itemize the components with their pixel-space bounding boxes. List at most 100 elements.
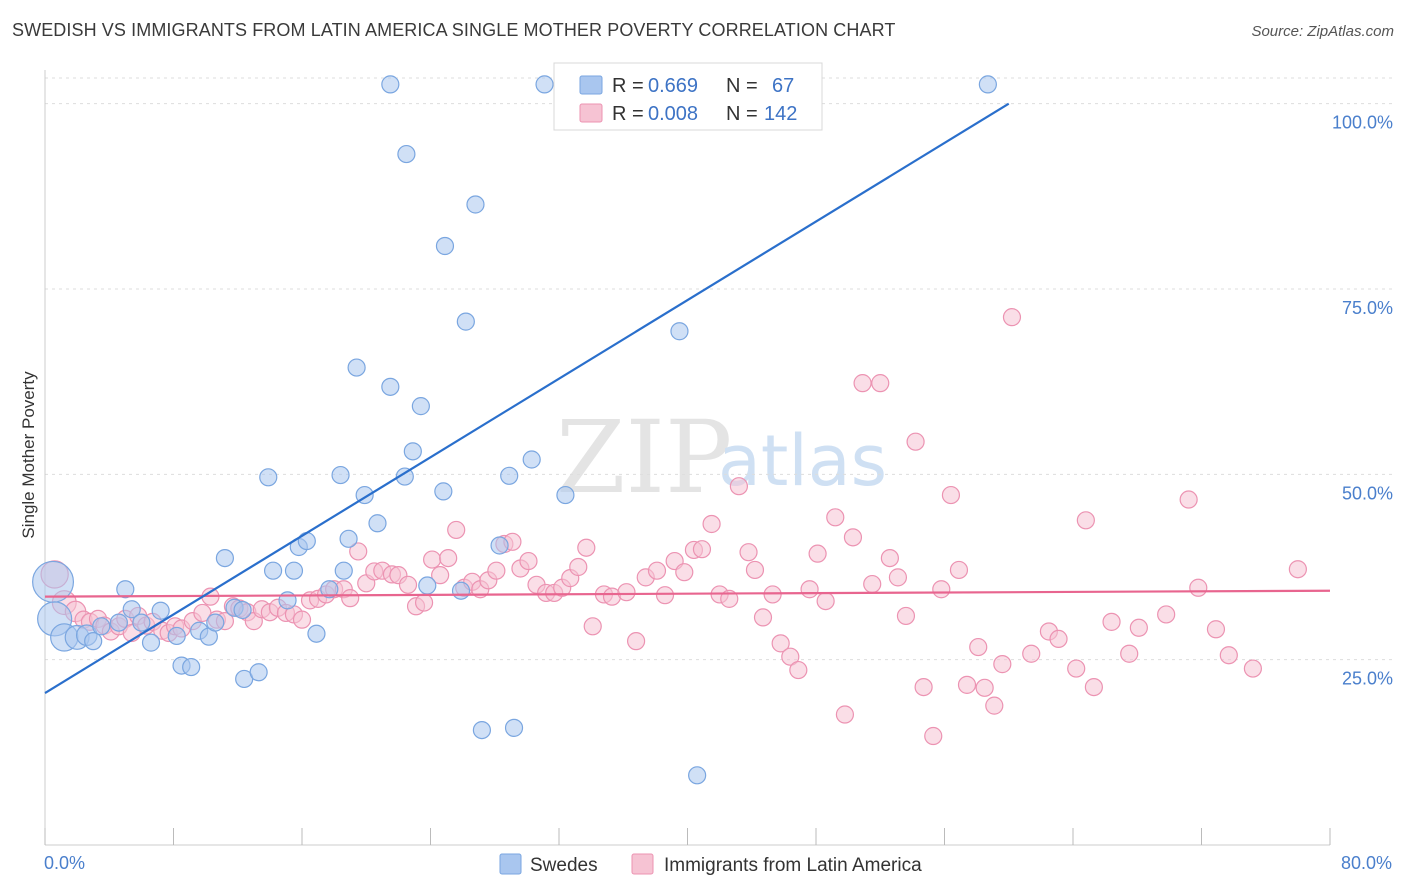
point-immigrants-89 xyxy=(781,647,800,666)
legend: R = 0.669 N = 67 R = 0.008 N = 142 xyxy=(553,62,823,131)
point-swedes-45 xyxy=(434,482,453,501)
x-tick-label-max: 80.0% xyxy=(1341,853,1392,873)
point-swedes-43 xyxy=(411,397,430,416)
point-immigrants-103 xyxy=(906,432,925,451)
point-immigrants-50 xyxy=(439,548,458,568)
point-swedes-47 xyxy=(451,581,471,600)
legend-r-label-immigrants: R = xyxy=(612,103,644,125)
point-swedes-48 xyxy=(456,312,475,331)
point-immigrants-113 xyxy=(993,655,1012,674)
y-tick-label-75: 75.0% xyxy=(1342,298,1393,318)
point-swedes-8 xyxy=(116,580,135,599)
point-swedes-15 xyxy=(182,657,201,677)
trend-line-immigrants xyxy=(44,589,1331,598)
point-immigrants-80 xyxy=(702,514,721,534)
point-swedes-35 xyxy=(347,358,366,377)
point-swedes-61 xyxy=(978,75,997,94)
y-tick-label-100: 100.0% xyxy=(1332,113,1393,133)
series-immigrants-points xyxy=(40,308,1307,746)
point-swedes-19 xyxy=(215,548,234,568)
point-immigrants-93 xyxy=(816,591,835,611)
point-swedes-30 xyxy=(307,624,326,643)
point-immigrants-129 xyxy=(1243,659,1263,678)
point-swedes-21 xyxy=(233,600,252,620)
point-swedes-23 xyxy=(249,663,268,682)
series-swedes-points xyxy=(32,75,997,785)
point-immigrants-87 xyxy=(763,585,782,604)
point-immigrants-86 xyxy=(753,608,773,627)
watermark-zip: ZIP xyxy=(556,399,732,516)
point-immigrants-96 xyxy=(843,528,863,547)
point-swedes-51 xyxy=(490,536,509,555)
point-swedes-34 xyxy=(339,529,358,548)
point-swedes-44 xyxy=(418,576,437,595)
point-immigrants-124 xyxy=(1157,605,1176,624)
point-immigrants-45 xyxy=(398,575,418,594)
point-immigrants-97 xyxy=(853,374,872,393)
point-immigrants-128 xyxy=(1219,646,1238,665)
point-immigrants-108 xyxy=(949,560,969,580)
point-immigrants-99 xyxy=(871,374,890,393)
point-immigrants-91 xyxy=(800,580,819,599)
bottom-legend-swatch-immigrants xyxy=(631,853,654,875)
point-immigrants-106 xyxy=(932,580,951,599)
point-immigrants-51 xyxy=(447,520,466,540)
point-swedes-27 xyxy=(284,561,304,580)
point-immigrants-130 xyxy=(1288,560,1307,579)
chart-title: SWEDISH VS IMMIGRANTS FROM LATIN AMERICA… xyxy=(12,20,896,40)
point-swedes-46 xyxy=(435,236,455,256)
point-immigrants-102 xyxy=(896,606,916,626)
x-ticks xyxy=(44,828,1331,845)
point-immigrants-127 xyxy=(1206,620,1226,639)
legend-r-value-immigrants: 0.008 xyxy=(648,103,698,125)
point-immigrants-71 xyxy=(617,583,636,602)
point-swedes-37 xyxy=(368,514,387,533)
point-swedes-40 xyxy=(395,467,414,486)
point-swedes-5 xyxy=(84,632,103,651)
legend-swatch-immigrants xyxy=(579,103,603,123)
point-immigrants-119 xyxy=(1076,511,1095,530)
point-swedes-53 xyxy=(504,718,524,737)
point-immigrants-98 xyxy=(863,574,882,594)
legend-r-value-swedes: 0.669 xyxy=(648,75,698,97)
point-immigrants-67 xyxy=(577,538,596,557)
watermark: ZIP atlas xyxy=(556,399,887,516)
point-immigrants-122 xyxy=(1120,644,1139,663)
point-immigrants-60 xyxy=(519,551,538,571)
bottom-legend-label-swedes: Swedes xyxy=(530,855,598,876)
gridlines xyxy=(45,77,1392,661)
point-swedes-58 xyxy=(670,322,689,341)
point-immigrants-56 xyxy=(487,561,506,580)
y-axis-label: Single Mother Poverty xyxy=(19,371,38,539)
point-swedes-42 xyxy=(403,442,422,461)
legend-r-label-swedes: R = xyxy=(612,75,644,97)
point-immigrants-111 xyxy=(975,678,994,697)
point-immigrants-39 xyxy=(349,542,368,561)
point-immigrants-107 xyxy=(941,485,961,505)
point-swedes-25 xyxy=(263,561,283,580)
point-immigrants-90 xyxy=(789,660,808,680)
point-immigrants-104 xyxy=(914,677,933,697)
point-immigrants-110 xyxy=(969,637,988,657)
source-credit: Source: ZipAtlas.com xyxy=(1251,23,1394,40)
bottom-legend: Swedes Immigrants from Latin America xyxy=(499,853,922,876)
y-tick-labels: 25.0% 50.0% 75.0% 100.0% xyxy=(1332,113,1393,689)
point-immigrants-85 xyxy=(745,560,765,580)
point-immigrants-101 xyxy=(888,568,908,587)
point-swedes-49 xyxy=(466,195,485,214)
point-immigrants-123 xyxy=(1129,618,1148,637)
point-swedes-52 xyxy=(500,466,519,485)
point-immigrants-68 xyxy=(583,617,602,636)
point-swedes-13 xyxy=(167,626,186,646)
point-swedes-10 xyxy=(132,613,151,632)
point-immigrants-48 xyxy=(423,550,442,569)
point-swedes-50 xyxy=(472,720,491,740)
point-immigrants-105 xyxy=(924,726,943,746)
point-immigrants-32 xyxy=(292,610,312,629)
legend-n-value-swedes: 67 xyxy=(772,75,794,97)
y-tick-label-50: 50.0% xyxy=(1342,483,1393,503)
trend-line-swedes xyxy=(44,102,1010,694)
point-immigrants-77 xyxy=(675,563,694,582)
point-swedes-29 xyxy=(297,531,316,551)
point-swedes-11 xyxy=(141,633,161,652)
